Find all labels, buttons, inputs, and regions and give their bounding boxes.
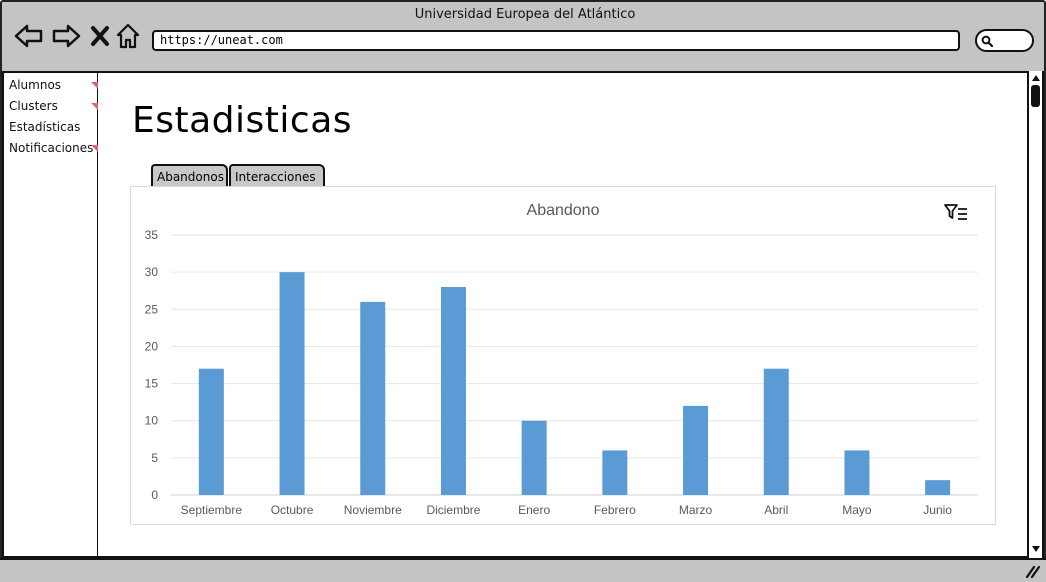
- filter-button[interactable]: [944, 204, 967, 220]
- address-bar[interactable]: https://uneat.com: [152, 30, 960, 51]
- y-tick-label: 15: [145, 377, 159, 391]
- window-title: Universidad Europea del Atlántico: [414, 7, 636, 22]
- stop-button[interactable]: [84, 20, 116, 52]
- sidebar-item-notificaciones[interactable]: Notificaciones: [9, 141, 94, 155]
- y-tick-label: 10: [145, 414, 159, 428]
- chart-bars: [198, 272, 951, 495]
- scroll-up-arrow-icon[interactable]: [1030, 72, 1042, 84]
- forward-button[interactable]: [50, 20, 82, 52]
- x-tick-label: Febrero: [594, 503, 636, 517]
- x-tick-label: Abril: [764, 503, 788, 517]
- y-tick-label: 0: [151, 488, 158, 502]
- y-tick-label: 35: [145, 228, 159, 242]
- sidebar: Alumnos Clusters Estadísticas Notificaci…: [2, 71, 99, 558]
- sidebar-item-clusters[interactable]: Clusters: [9, 99, 58, 113]
- x-tick-label: Septiembre: [181, 503, 243, 517]
- bar-octubre: [279, 272, 305, 495]
- scroll-down-arrow-icon[interactable]: [1030, 543, 1042, 555]
- flag-marker-icon: [91, 82, 99, 90]
- x-tick-label: Diciembre: [426, 503, 480, 517]
- bar-noviembre: [360, 301, 386, 495]
- filter-icon: [944, 204, 967, 220]
- bar-chart: Abandono 0 5 10 15 20 25 30 35 Septiembre Octubr…: [145, 202, 978, 517]
- y-tick-label: 5: [151, 451, 158, 465]
- x-tick-label: Enero: [518, 503, 550, 517]
- search-icon: [981, 35, 993, 47]
- bar-enero: [521, 420, 547, 495]
- close-icon: [91, 26, 109, 46]
- chart-gridlines: [171, 234, 978, 496]
- bar-abril: [763, 368, 789, 495]
- y-tick-label: 20: [145, 339, 159, 353]
- chart-title: Abandono: [527, 202, 600, 219]
- y-tick-label: 30: [145, 265, 159, 279]
- search-box[interactable]: [975, 29, 1034, 52]
- bar-mayo: [844, 450, 870, 495]
- back-button[interactable]: [13, 20, 45, 52]
- x-tick-label: Junio: [923, 503, 952, 517]
- arrow-left-icon: [14, 24, 43, 48]
- x-axis-ticks: Septiembre Octubre Noviembre Diciembre Enero…: [181, 503, 953, 517]
- y-axis-ticks: 0 5 10 15 20 25 30 35: [145, 228, 159, 502]
- x-tick-label: Noviembre: [344, 503, 402, 517]
- x-tick-label: Marzo: [679, 503, 713, 517]
- scroll-thumb[interactable]: [1031, 85, 1040, 107]
- tab-abandonos[interactable]: Abandonos: [151, 164, 228, 187]
- sidebar-item-estadisticas[interactable]: Estadísticas: [9, 120, 81, 134]
- bar-febrero: [602, 450, 628, 495]
- x-tick-label: Octubre: [271, 503, 314, 517]
- bar-septiembre: [198, 368, 224, 495]
- resize-grip-icon[interactable]: [1024, 564, 1040, 578]
- y-tick-label: 25: [145, 302, 159, 316]
- tab-interacciones[interactable]: Interacciones: [229, 164, 325, 187]
- chart-panel: Abandono 0 5 10 15 20 25 30 35 Septiembre Octubr…: [130, 186, 996, 525]
- status-bar: [0, 558, 1046, 582]
- bar-diciembre: [440, 287, 466, 495]
- bar-junio: [925, 480, 951, 495]
- flag-marker-icon: [91, 103, 99, 111]
- page-title: Estadisticas: [132, 100, 353, 141]
- sidebar-item-alumnos[interactable]: Alumnos: [9, 78, 62, 92]
- home-button[interactable]: [112, 20, 144, 52]
- home-icon: [116, 23, 140, 49]
- bar-marzo: [683, 405, 709, 495]
- x-tick-label: Mayo: [842, 503, 872, 517]
- vertical-scrollbar[interactable]: [1027, 71, 1044, 558]
- flag-marker-icon: [91, 145, 99, 153]
- arrow-right-icon: [52, 24, 81, 48]
